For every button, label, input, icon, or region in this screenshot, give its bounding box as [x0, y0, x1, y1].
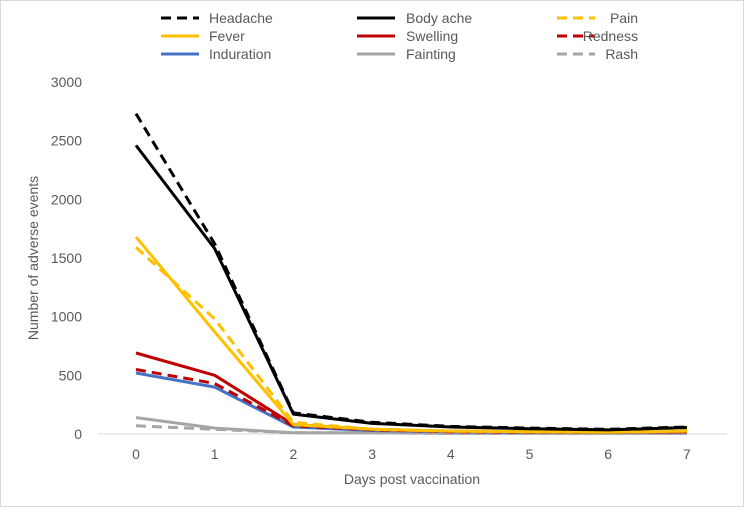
y-tick-label: 2500	[51, 133, 82, 149]
y-tick-label: 2000	[51, 191, 82, 207]
x-tick-label: 7	[683, 446, 691, 462]
legend: Headache Body ache Pain Fever Swelling Rednes…	[161, 10, 638, 62]
legend-label-body-ache: Body ache	[406, 10, 472, 26]
series-line-rash	[135, 424, 687, 435]
x-tick-label: 5	[526, 446, 534, 462]
x-tick-label: 4	[447, 446, 455, 462]
series-lines	[134, 112, 687, 435]
y-tick-label: 3000	[51, 74, 82, 90]
legend-label-rash: Rash	[605, 46, 638, 62]
tick-labels: 0 500 1000 1500 2000 2500 3000 0 1 2 3 4 5 6 7	[51, 74, 691, 462]
legend-label-redness: Redness	[583, 28, 638, 44]
x-tick-label: 2	[290, 446, 298, 462]
legend-label-swelling: Swelling	[406, 28, 458, 44]
y-tick-label: 500	[59, 367, 83, 383]
y-axis-title: Number of adverse events	[25, 176, 41, 340]
legend-label-fainting: Fainting	[406, 46, 456, 62]
series-line-fever	[134, 235, 687, 434]
series-line-swelling	[135, 351, 687, 434]
x-tick-label: 3	[368, 446, 376, 462]
x-tick-label: 1	[211, 446, 219, 462]
x-axis-title: Days post vaccination	[344, 471, 480, 487]
legend-label-fever: Fever	[209, 28, 245, 44]
legend-label-pain: Pain	[610, 10, 638, 26]
legend-label-induration: Induration	[209, 46, 271, 62]
x-tick-label: 0	[132, 446, 140, 462]
y-tick-label: 1500	[51, 250, 82, 266]
series-line-pain	[134, 246, 687, 434]
y-tick-label: 1000	[51, 309, 82, 325]
series-line-headache	[134, 112, 687, 431]
axes: Days post vaccination Number of adverse …	[25, 176, 727, 487]
legend-label-headache: Headache	[209, 10, 273, 26]
y-tick-label: 0	[74, 426, 82, 442]
x-tick-label: 6	[604, 446, 612, 462]
